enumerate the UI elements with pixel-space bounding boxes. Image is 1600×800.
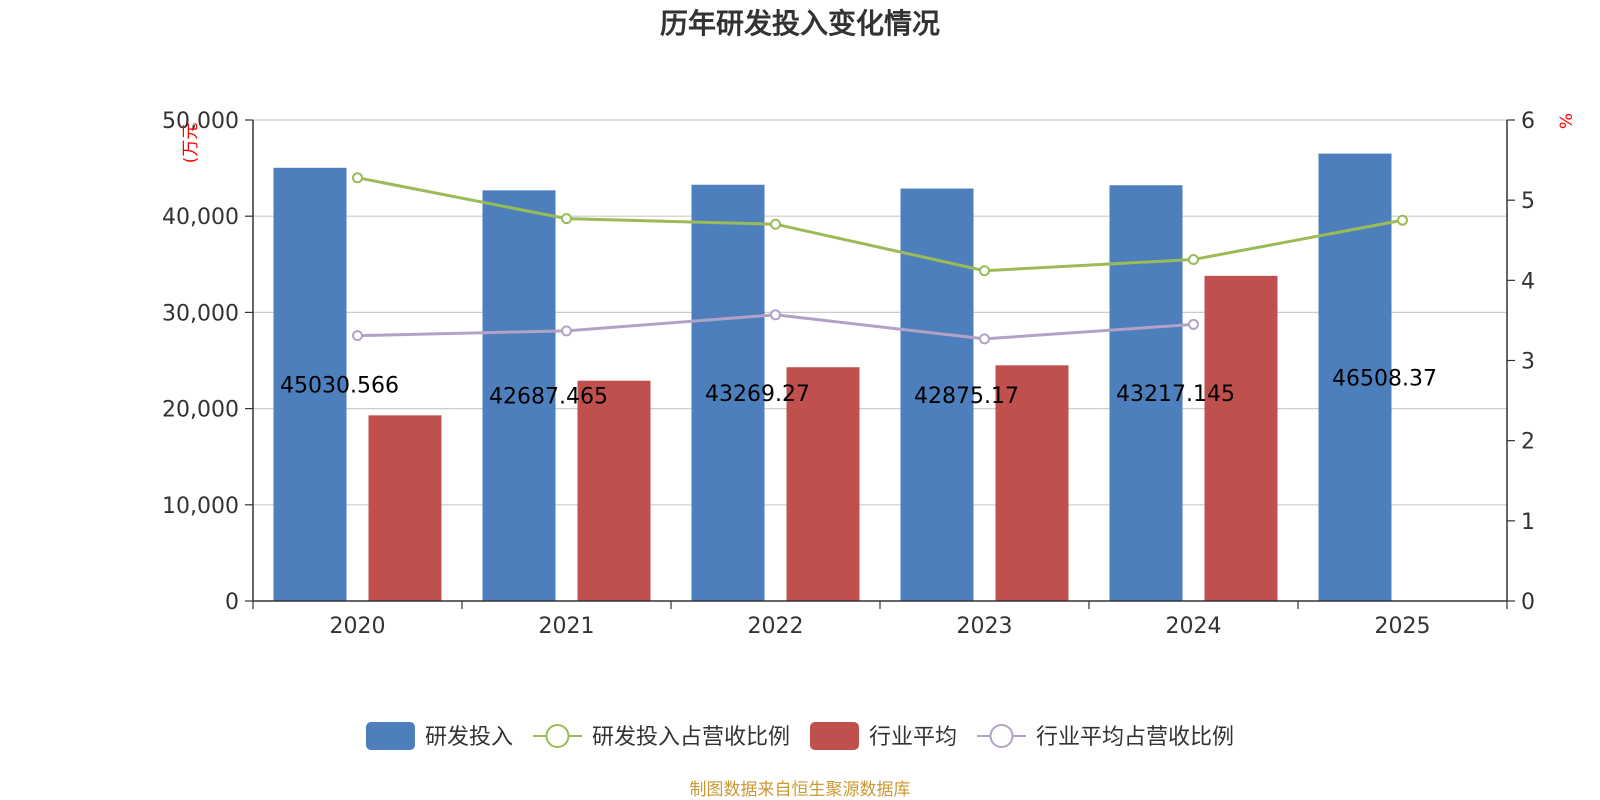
bar <box>900 188 974 601</box>
series-line <box>357 176 1403 273</box>
y-right-tick-label: 4 <box>1521 269 1535 294</box>
x-tick-label: 2024 <box>1166 614 1222 639</box>
chart-title: 历年研发投入变化情况 <box>660 7 940 40</box>
legend-label: 行业平均 <box>869 725 957 750</box>
line-point <box>1397 214 1408 226</box>
x-tick-label: 2022 <box>748 614 804 639</box>
data-labels: 45030.566 42687.465 43269.27 42875.17 43217.… <box>280 366 1437 409</box>
y-right-tick-label: 2 <box>1521 430 1535 455</box>
bar <box>1109 185 1183 601</box>
line-point <box>1188 253 1199 265</box>
axes: 0 10,000 20,000 30,000 40,000 50,000 0 1 2 3 4 5 6 20… <box>162 109 1535 639</box>
bar-data-label: 42875.17 <box>914 384 1019 409</box>
line-point <box>352 172 363 184</box>
legend: 研发投入 研发投入占营收比例 行业平均 行业平均占营收比例 <box>365 722 1234 750</box>
legend-label: 研发投入 <box>425 725 513 750</box>
legend-item: 行业平均占营收比例 <box>977 724 1234 750</box>
legend-item: 行业平均 <box>810 722 957 750</box>
grid-lines <box>253 119 1507 506</box>
y-left-tick-label: 20,000 <box>162 398 239 423</box>
legend-item: 研发投入 <box>365 722 513 750</box>
bar-data-label: 43217.145 <box>1116 382 1235 407</box>
y-left-tick-label: 30,000 <box>162 301 239 326</box>
bar-data-label: 45030.566 <box>280 373 399 398</box>
bar <box>786 367 860 601</box>
y-right-tick-label: 0 <box>1521 590 1535 615</box>
legend-label: 研发投入占营收比例 <box>592 725 790 750</box>
line-point <box>352 330 363 342</box>
y-right-tick-label: 6 <box>1521 109 1535 134</box>
line-point <box>770 218 781 230</box>
legend-swatch <box>810 722 859 750</box>
source-note: 制图数据来自恒生聚源数据库 <box>690 780 911 800</box>
line-point <box>561 325 572 337</box>
bar <box>995 365 1069 601</box>
bar <box>1204 275 1278 601</box>
bars <box>273 153 1392 601</box>
legend-label: 行业平均占营收比例 <box>1036 725 1234 750</box>
line-point <box>1188 318 1199 330</box>
legend-marker <box>989 724 1014 748</box>
y-left-tick-label: 0 <box>225 590 239 615</box>
y-left-unit-label: (万元 <box>181 123 201 164</box>
legend-swatch <box>365 722 415 750</box>
y-right-tick-label: 3 <box>1521 350 1535 375</box>
line-point <box>770 309 781 321</box>
bar-data-label: 46508.37 <box>1332 366 1437 391</box>
bar <box>691 184 765 601</box>
line-point <box>979 265 990 277</box>
y-left-tick-label: 10,000 <box>162 494 239 519</box>
bar <box>482 190 556 601</box>
bar <box>577 380 651 601</box>
y-right-unit-label: % <box>1557 113 1577 129</box>
bar <box>368 415 442 601</box>
x-tick-label: 2025 <box>1375 614 1431 639</box>
y-right-tick-label: 5 <box>1521 189 1535 214</box>
line-point <box>561 213 572 225</box>
legend-item: 研发投入占营收比例 <box>532 724 790 750</box>
bar-data-label: 42687.465 <box>489 385 608 410</box>
x-tick-label: 2023 <box>957 614 1013 639</box>
bar-data-label: 43269.27 <box>705 382 810 407</box>
x-tick-label: 2021 <box>539 614 595 639</box>
x-tick-label: 2020 <box>330 614 386 639</box>
series-lines <box>352 172 1408 345</box>
y-right-tick-label: 1 <box>1521 510 1535 535</box>
bar <box>273 167 347 601</box>
line-point <box>979 333 990 345</box>
y-left-tick-label: 40,000 <box>162 205 239 230</box>
legend-marker <box>545 724 570 748</box>
y-left-tick-label: 50,000 <box>162 109 239 134</box>
